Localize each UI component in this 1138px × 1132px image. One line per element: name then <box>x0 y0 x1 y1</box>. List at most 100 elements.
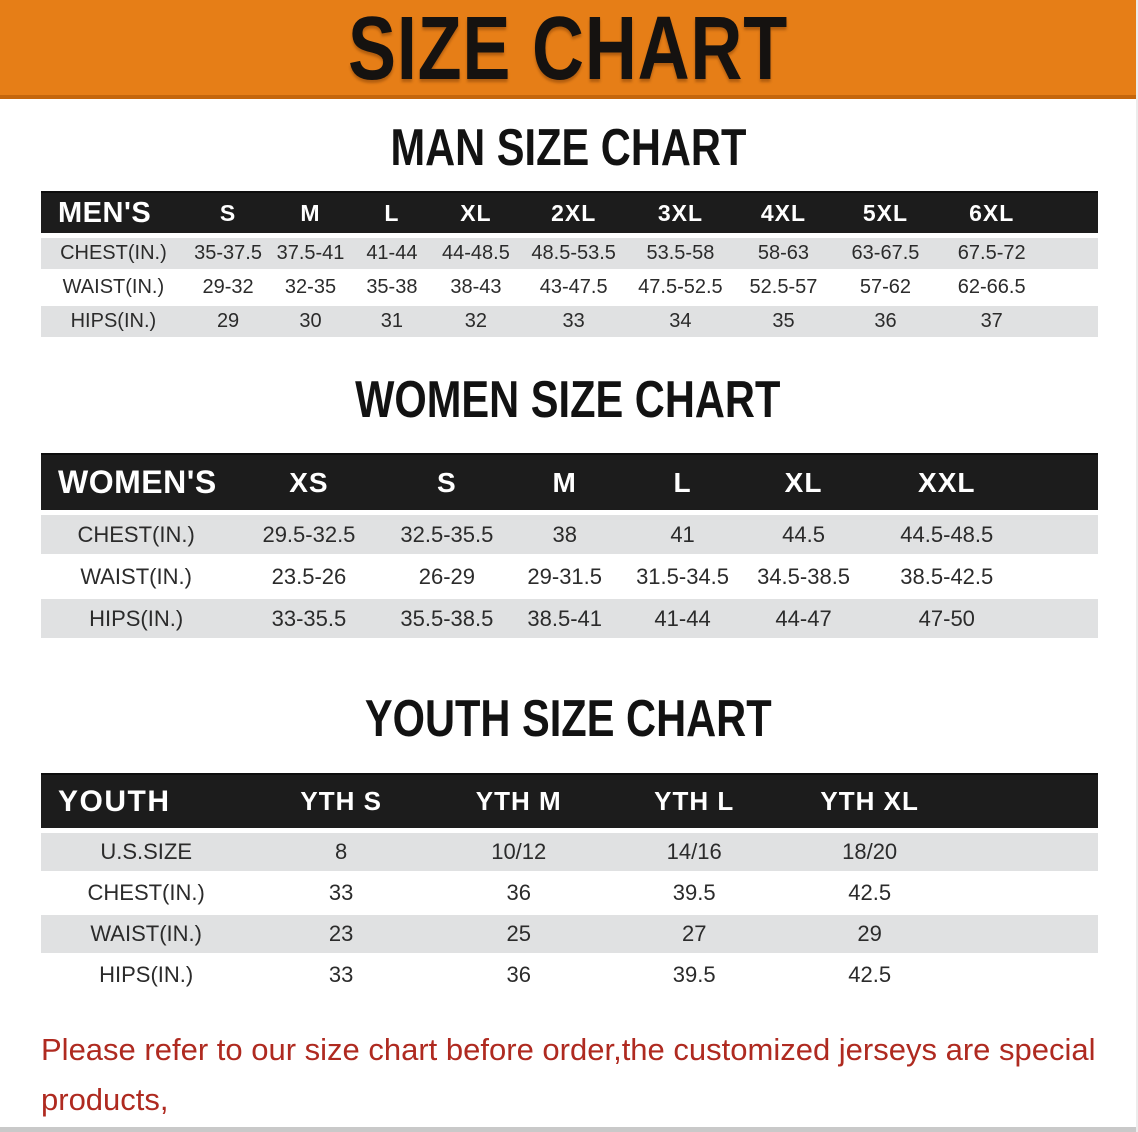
size-value-cell: 42.5 <box>781 874 958 915</box>
spacer-cell <box>957 773 1098 833</box>
size-value-cell: 47.5-52.5 <box>628 272 733 306</box>
size-value-cell: 35 <box>732 306 835 340</box>
footer-line-1: Please refer to our size chart before or… <box>41 1032 1096 1117</box>
size-value-cell: 27 <box>606 915 782 956</box>
size-value-cell: 31.5-34.5 <box>622 557 743 599</box>
size-value-cell: 67.5-72 <box>936 238 1048 272</box>
size-header-cell: XL <box>742 453 865 515</box>
spacer-cell <box>957 874 1098 915</box>
size-header-cell: 4XL <box>732 191 835 238</box>
size-value-cell: 47-50 <box>864 599 1030 641</box>
size-value-cell: 36 <box>431 956 607 997</box>
youth-header-row: YOUTH YTH S YTH M YTH L YTH XL <box>41 773 1098 833</box>
size-value-cell: 42.5 <box>781 956 958 997</box>
women-header-row: WOMEN'S XS S M L XL XXL <box>41 453 1098 515</box>
footer-note: Please refer to our size chart before or… <box>41 1025 1116 1132</box>
youth-hips-row: HIPS(IN.) 33 36 39.5 42.5 <box>41 956 1098 997</box>
size-value-cell: 34 <box>628 306 733 340</box>
size-header-cell: S <box>185 191 271 238</box>
size-value-cell: 31 <box>350 306 434 340</box>
row-label-cell: HIPS(IN.) <box>41 306 186 340</box>
size-value-cell: 29 <box>185 306 271 340</box>
spacer-cell <box>957 956 1098 997</box>
women-section-heading: WOMEN SIZE CHART <box>0 372 1136 428</box>
youth-ussize-row: U.S.SIZE 8 10/12 14/16 18/20 <box>41 833 1098 874</box>
size-value-cell: 35-37.5 <box>185 238 271 272</box>
size-value-cell: 43-47.5 <box>518 272 629 306</box>
spacer-cell <box>1047 191 1098 238</box>
bottom-edge-divider <box>0 1127 1136 1132</box>
women-waist-row: WAIST(IN.) 23.5-26 26-29 29-31.5 31.5-34… <box>41 557 1098 599</box>
row-label-cell: WAIST(IN.) <box>41 915 252 956</box>
spacer-cell <box>957 915 1098 956</box>
size-value-cell: 37.5-41 <box>270 238 351 272</box>
size-value-cell: 29-31.5 <box>507 557 623 599</box>
size-value-cell: 57-62 <box>834 272 937 306</box>
spacer-cell <box>1029 557 1098 599</box>
youth-table-label: YOUTH <box>41 773 252 833</box>
size-value-cell: 52.5-57 <box>732 272 835 306</box>
size-value-cell: 39.5 <box>606 956 782 997</box>
youth-chest-row: CHEST(IN.) 33 36 39.5 42.5 <box>41 874 1098 915</box>
size-value-cell: 29.5-32.5 <box>231 515 387 557</box>
banner-title: SIZE CHART <box>348 0 788 99</box>
size-value-cell: 44-47 <box>742 599 865 641</box>
size-value-cell: 41 <box>622 515 743 557</box>
size-value-cell: 48.5-53.5 <box>518 238 629 272</box>
row-label-cell: U.S.SIZE <box>41 833 252 874</box>
men-size-table: MEN'S S M L XL 2XL 3XL 4XL 5XL 6XL CHEST… <box>41 191 1098 340</box>
spacer-cell <box>1047 306 1098 340</box>
size-value-cell: 44.5-48.5 <box>864 515 1030 557</box>
row-label-cell: CHEST(IN.) <box>41 238 186 272</box>
size-value-cell: 38.5-42.5 <box>864 557 1030 599</box>
size-chart-banner: SIZE CHART <box>0 0 1136 99</box>
size-value-cell: 58-63 <box>732 238 835 272</box>
size-value-cell: 38 <box>507 515 623 557</box>
women-size-table: WOMEN'S XS S M L XL XXL CHEST(IN.) 29.5-… <box>41 453 1098 641</box>
size-value-cell: 30 <box>270 306 351 340</box>
youth-waist-row: WAIST(IN.) 23 25 27 29 <box>41 915 1098 956</box>
size-value-cell: 23 <box>251 915 432 956</box>
men-hips-row: HIPS(IN.) 29 30 31 32 33 34 35 36 37 <box>41 306 1098 340</box>
size-header-cell: 2XL <box>518 191 629 238</box>
size-value-cell: 29-32 <box>185 272 271 306</box>
size-value-cell: 37 <box>936 306 1048 340</box>
size-header-cell: L <box>350 191 434 238</box>
men-chest-row: CHEST(IN.) 35-37.5 37.5-41 41-44 44-48.5… <box>41 238 1098 272</box>
size-value-cell: 35-38 <box>350 272 434 306</box>
man-section-heading: MAN SIZE CHART <box>0 121 1136 175</box>
size-header-cell: YTH S <box>251 773 432 833</box>
size-value-cell: 41-44 <box>622 599 743 641</box>
spacer-cell <box>1047 272 1098 306</box>
size-header-cell: XXL <box>864 453 1030 515</box>
women-chest-row: CHEST(IN.) 29.5-32.5 32.5-35.5 38 41 44.… <box>41 515 1098 557</box>
size-header-cell: 6XL <box>936 191 1048 238</box>
size-header-cell: 5XL <box>834 191 937 238</box>
women-heading-text: WOMEN SIZE CHART <box>355 371 781 429</box>
size-value-cell: 41-44 <box>350 238 434 272</box>
size-value-cell: 23.5-26 <box>231 557 387 599</box>
size-value-cell: 10/12 <box>431 833 607 874</box>
size-value-cell: 53.5-58 <box>628 238 733 272</box>
size-value-cell: 36 <box>431 874 607 915</box>
size-header-cell: XS <box>231 453 387 515</box>
spacer-cell <box>1029 515 1098 557</box>
size-value-cell: 14/16 <box>606 833 782 874</box>
spacer-cell <box>1047 238 1098 272</box>
size-value-cell: 32.5-35.5 <box>386 515 508 557</box>
size-header-cell: YTH L <box>606 773 782 833</box>
size-value-cell: 38.5-41 <box>507 599 623 641</box>
row-label-cell: CHEST(IN.) <box>41 874 252 915</box>
spacer-cell <box>1029 599 1098 641</box>
youth-section-heading: YOUTH SIZE CHART <box>0 691 1136 747</box>
spacer-cell <box>1029 453 1098 515</box>
size-value-cell: 63-67.5 <box>834 238 937 272</box>
women-table-label: WOMEN'S <box>41 453 232 515</box>
women-hips-row: HIPS(IN.) 33-35.5 35.5-38.5 38.5-41 41-4… <box>41 599 1098 641</box>
size-value-cell: 39.5 <box>606 874 782 915</box>
size-value-cell: 35.5-38.5 <box>386 599 508 641</box>
size-value-cell: 34.5-38.5 <box>742 557 865 599</box>
row-label-cell: WAIST(IN.) <box>41 557 232 599</box>
men-waist-row: WAIST(IN.) 29-32 32-35 35-38 38-43 43-47… <box>41 272 1098 306</box>
